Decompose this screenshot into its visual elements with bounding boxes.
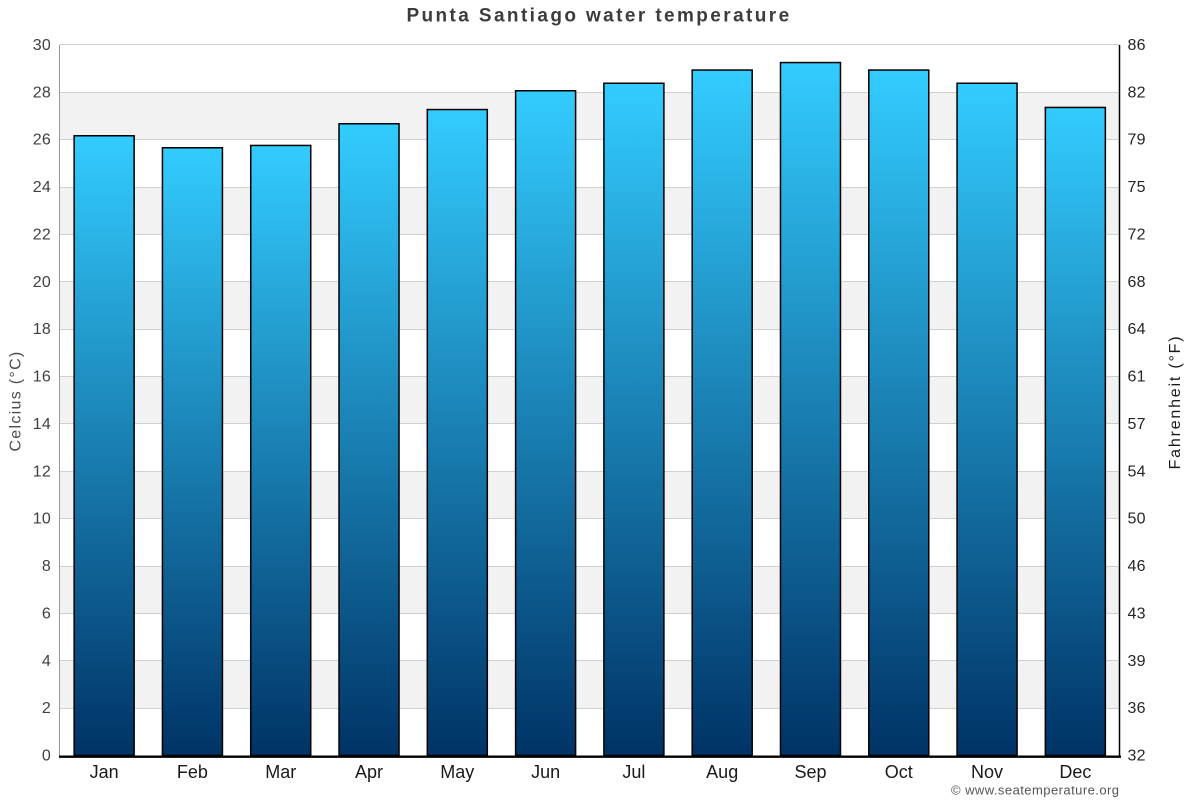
- svg-text:Jul: Jul: [622, 762, 645, 782]
- svg-text:4: 4: [42, 653, 51, 670]
- svg-text:6: 6: [42, 605, 51, 622]
- svg-text:57: 57: [1128, 416, 1146, 433]
- svg-text:May: May: [440, 762, 474, 782]
- svg-text:Nov: Nov: [971, 762, 1003, 782]
- svg-text:12: 12: [33, 463, 51, 480]
- svg-text:39: 39: [1128, 653, 1146, 670]
- svg-text:86: 86: [1128, 37, 1146, 54]
- svg-text:79: 79: [1128, 132, 1146, 149]
- svg-text:© www.seatemperature.org: © www.seatemperature.org: [951, 783, 1120, 798]
- svg-text:26: 26: [33, 132, 51, 149]
- svg-text:8: 8: [42, 558, 51, 575]
- svg-text:30: 30: [33, 37, 51, 54]
- svg-text:Oct: Oct: [885, 762, 913, 782]
- svg-text:Sep: Sep: [794, 762, 826, 782]
- svg-text:Celcius (°C): Celcius (°C): [8, 350, 25, 451]
- svg-text:72: 72: [1128, 226, 1146, 243]
- svg-text:32: 32: [1128, 748, 1146, 765]
- svg-text:18: 18: [33, 321, 51, 338]
- svg-text:0: 0: [42, 748, 51, 765]
- svg-text:2: 2: [42, 700, 51, 717]
- svg-text:28: 28: [33, 84, 51, 101]
- svg-text:64: 64: [1128, 321, 1146, 338]
- svg-text:Dec: Dec: [1059, 762, 1091, 782]
- svg-text:Apr: Apr: [355, 762, 383, 782]
- svg-text:Jun: Jun: [531, 762, 560, 782]
- svg-text:54: 54: [1128, 463, 1146, 480]
- svg-text:Feb: Feb: [177, 762, 208, 782]
- svg-text:61: 61: [1128, 369, 1146, 386]
- svg-text:68: 68: [1128, 274, 1146, 291]
- svg-text:24: 24: [33, 179, 51, 196]
- svg-text:75: 75: [1128, 179, 1146, 196]
- svg-text:20: 20: [33, 274, 51, 291]
- svg-text:Jan: Jan: [90, 762, 119, 782]
- svg-text:22: 22: [33, 226, 51, 243]
- svg-text:Punta Santiago water temperatu: Punta Santiago water temperature: [406, 5, 791, 26]
- svg-text:Aug: Aug: [706, 762, 738, 782]
- svg-text:36: 36: [1128, 700, 1146, 717]
- svg-text:82: 82: [1128, 84, 1146, 101]
- svg-text:10: 10: [33, 511, 51, 528]
- svg-text:16: 16: [33, 369, 51, 386]
- svg-text:50: 50: [1128, 511, 1146, 528]
- svg-text:43: 43: [1128, 605, 1146, 622]
- svg-text:Mar: Mar: [265, 762, 296, 782]
- svg-text:Fahrenheit (°F): Fahrenheit (°F): [1167, 335, 1184, 470]
- svg-text:46: 46: [1128, 558, 1146, 575]
- svg-text:14: 14: [33, 416, 51, 433]
